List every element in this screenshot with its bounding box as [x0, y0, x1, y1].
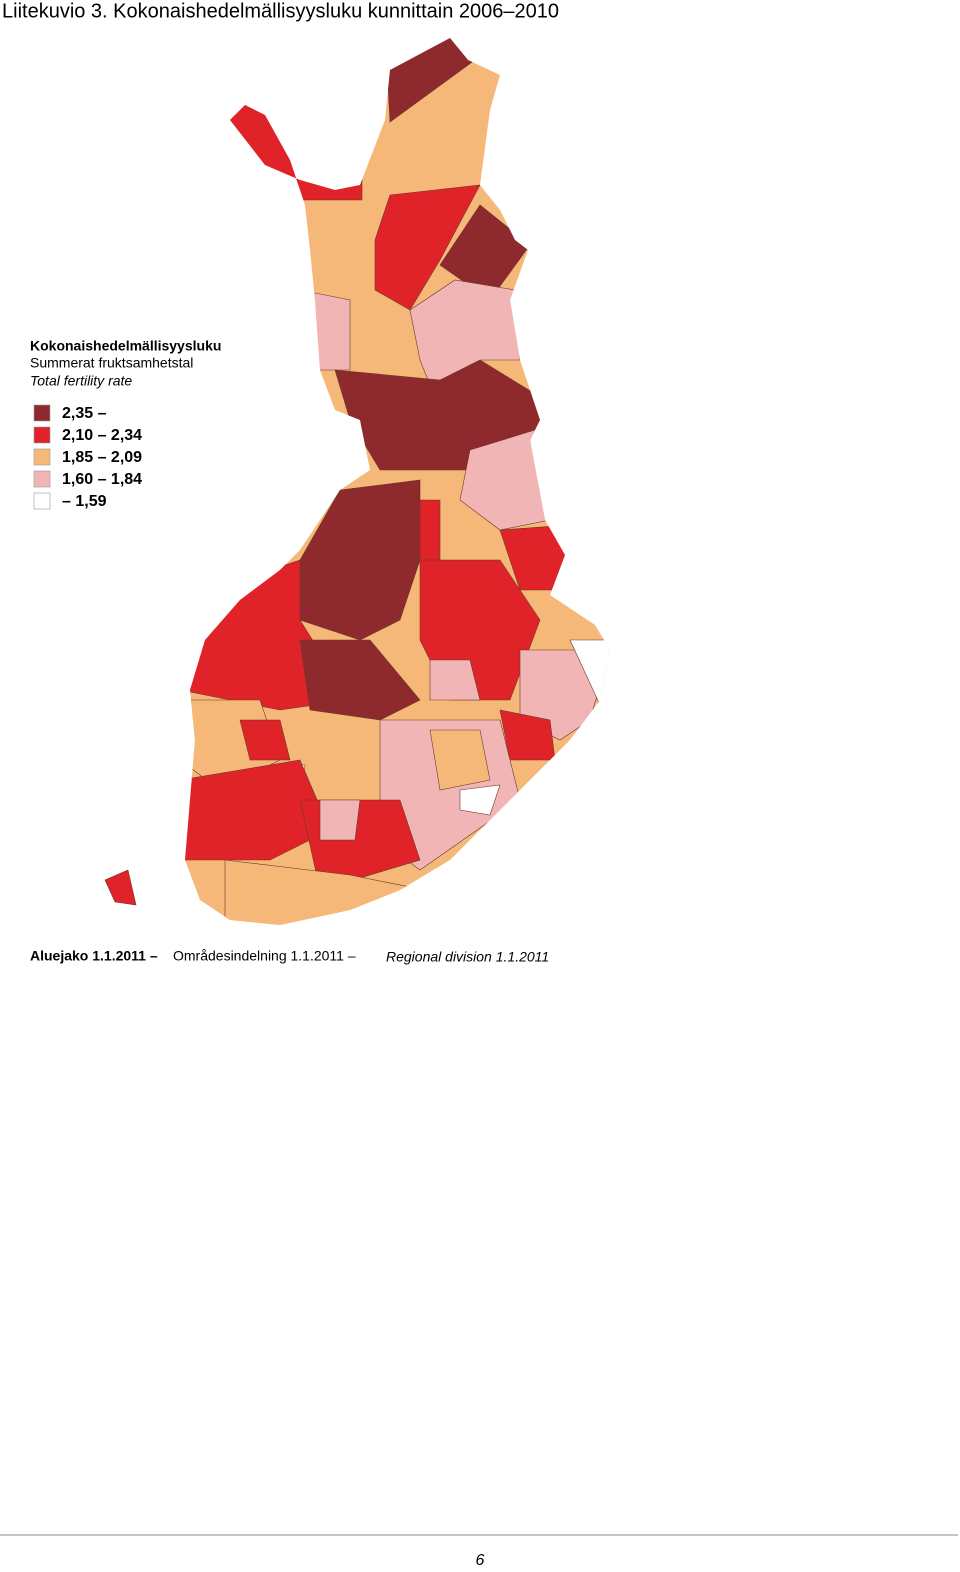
footer-fi: Aluejako 1.1.2011 – — [30, 948, 158, 964]
legend-swatch — [33, 404, 51, 422]
page-number: 6 — [476, 1552, 485, 1569]
legend-items: 2,35 – 2,10 – 2,34 1,85 – 2,09 1,60 – 1,84 –… — [33, 404, 142, 510]
legend: Kokonaishedelmällisyysluku Summerat fruk… — [30, 338, 221, 511]
footer-en: Regional division 1.1.2011 — [386, 949, 549, 965]
legend-subtitle-en: Total fertility rate — [30, 373, 132, 389]
legend-swatch — [33, 426, 51, 444]
legend-label: 1,60 – 1,84 — [62, 471, 142, 488]
legend-swatch — [33, 470, 51, 488]
legend-subtitle: Summerat fruktsamhetstal — [30, 355, 193, 371]
legend-swatch — [33, 492, 51, 510]
legend-label: 2,10 – 2,34 — [62, 427, 142, 444]
legend-swatch — [33, 448, 51, 466]
legend-label: – 1,59 — [62, 493, 107, 510]
page-title: Liitekuvio 3. Kokonaishedelmällisyysluku… — [2, 0, 559, 22]
map — [104, 38, 610, 925]
legend-label: 1,85 – 2,09 — [62, 449, 142, 466]
legend-title: Kokonaishedelmällisyysluku — [30, 338, 221, 354]
legend-label: 2,35 – — [62, 405, 107, 422]
footer-sv: Områdesindelning 1.1.2011 – — [173, 948, 356, 964]
